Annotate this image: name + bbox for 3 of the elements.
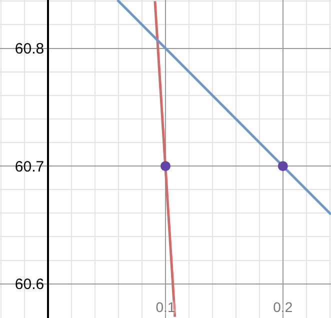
y-tick-label: 60.6	[14, 276, 44, 294]
y-tick-label: 60.7	[14, 158, 44, 176]
y-tick-label: 60.8	[14, 40, 44, 58]
